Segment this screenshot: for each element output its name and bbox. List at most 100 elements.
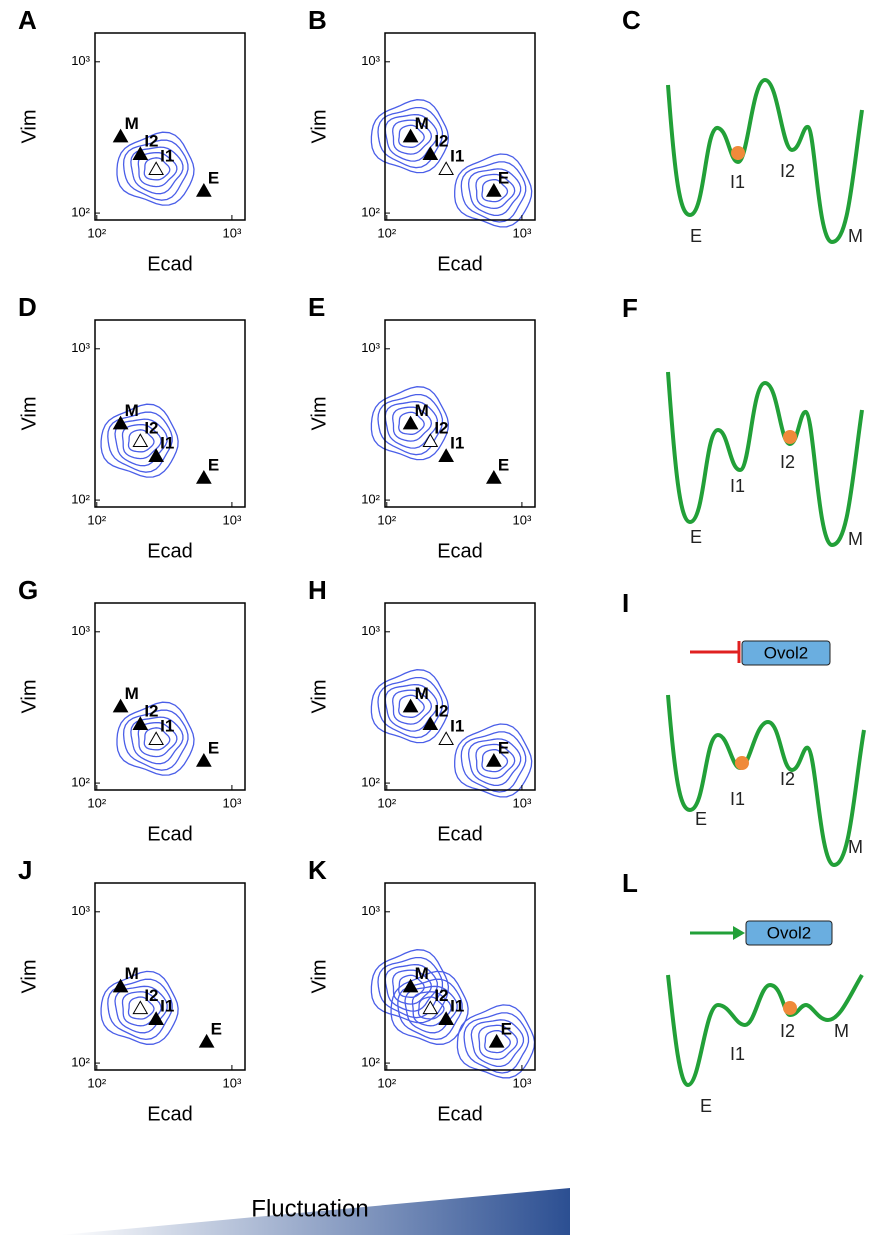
panel-letter: F	[622, 293, 638, 323]
density-contour	[460, 731, 527, 793]
state-label: I2	[434, 419, 448, 438]
density-contour	[454, 723, 533, 798]
landscape-i: I Ovol2 E I1 I2 M	[622, 588, 866, 868]
state-ball	[783, 1001, 797, 1015]
y-axis-label: Vim	[308, 396, 330, 430]
y-tick-label: 10²	[71, 492, 90, 507]
y-tick-label: 10³	[361, 903, 380, 918]
density-contour	[392, 119, 433, 155]
density-contour	[116, 701, 195, 776]
y-tick-label: 10³	[361, 340, 380, 355]
state-marker	[195, 182, 212, 197]
y-axis-label: Vim	[18, 109, 40, 143]
density-contour	[377, 106, 444, 169]
plot-frame	[94, 602, 246, 791]
state-label: M	[415, 114, 429, 133]
density-contour	[384, 963, 438, 1012]
x-axis-label: Ecad	[147, 253, 193, 275]
x-tick-label: 10²	[87, 1075, 106, 1090]
density-contour	[475, 173, 516, 210]
panel-letter: A	[18, 5, 37, 35]
state-label: I2	[144, 986, 158, 1005]
density-contour	[130, 146, 184, 195]
landscape-c: C E I1 I2 M	[622, 5, 864, 246]
state-ball	[735, 756, 749, 770]
state-marker	[112, 978, 129, 993]
fluctuation-wedge	[60, 1188, 570, 1235]
panel-letter: H	[308, 575, 327, 605]
energy-curve	[666, 694, 866, 868]
state-marker	[148, 1011, 165, 1025]
y-tick-label: 10²	[71, 205, 90, 220]
y-axis-label: Vim	[308, 959, 330, 993]
density-contour	[130, 716, 184, 765]
state-label: I1	[160, 997, 174, 1016]
density-contour	[107, 411, 173, 473]
x-tick-label: 10²	[87, 225, 106, 240]
state-marker	[195, 469, 212, 484]
plot-frame	[94, 32, 246, 221]
state-label: M	[415, 964, 429, 983]
plot-frame	[94, 882, 246, 1071]
x-tick-label: 10²	[377, 512, 396, 527]
density-contour	[122, 709, 189, 771]
state-marker	[402, 415, 419, 430]
y-tick-label: 10³	[71, 623, 90, 638]
state-label: E	[211, 1019, 222, 1038]
state-label: M	[125, 684, 139, 703]
state-label: M	[415, 684, 429, 703]
density-contour	[116, 131, 195, 206]
y-tick-label: 10²	[71, 775, 90, 790]
panel-letter: B	[308, 5, 327, 35]
state-marker	[422, 716, 439, 730]
state-marker	[402, 978, 419, 993]
density-contour	[384, 400, 438, 449]
x-axis-label: Ecad	[437, 253, 483, 275]
density-contour	[384, 113, 438, 162]
state-label: M	[415, 401, 429, 420]
density-contour	[384, 683, 438, 732]
fluctuation-label: Fluctuation	[251, 1195, 368, 1222]
well-label: I1	[730, 172, 745, 192]
x-tick-label: 10³	[223, 795, 242, 810]
state-marker	[402, 128, 419, 143]
state-label: I2	[434, 132, 448, 151]
density-contour	[463, 1012, 530, 1074]
density-contour	[121, 423, 162, 460]
y-axis-label: Vim	[308, 109, 330, 143]
panel-letter: E	[308, 292, 325, 322]
x-tick-label: 10³	[513, 795, 532, 810]
well-label: I1	[730, 1044, 745, 1064]
state-label: I1	[160, 147, 174, 166]
density-contour	[370, 386, 450, 461]
y-tick-label: 10³	[361, 53, 380, 68]
state-label: M	[125, 964, 139, 983]
well-label: M	[848, 529, 863, 549]
x-axis-label: Ecad	[147, 540, 193, 562]
density-contour	[417, 996, 445, 1020]
y-tick-label: 10²	[361, 492, 380, 507]
landscape-l: L Ovol2 E I1 I2 M	[622, 868, 864, 1116]
density-contour	[454, 153, 533, 228]
density-contour	[392, 969, 433, 1005]
state-label: I1	[450, 147, 464, 166]
density-contour	[397, 978, 463, 1041]
plot-frame	[94, 319, 246, 508]
well-label: E	[700, 1096, 712, 1116]
y-axis-label: Vim	[18, 396, 40, 430]
fluctuation-bar: Fluctuation	[60, 1188, 570, 1235]
density-contour	[390, 970, 469, 1045]
density-contour	[114, 985, 168, 1034]
gene-label: Ovol2	[767, 923, 811, 942]
state-marker	[485, 182, 502, 197]
density-contour	[470, 1019, 525, 1068]
panel-letter: L	[622, 868, 638, 898]
density-contour	[460, 161, 527, 223]
state-marker	[438, 448, 455, 462]
well-label: I2	[780, 452, 795, 472]
